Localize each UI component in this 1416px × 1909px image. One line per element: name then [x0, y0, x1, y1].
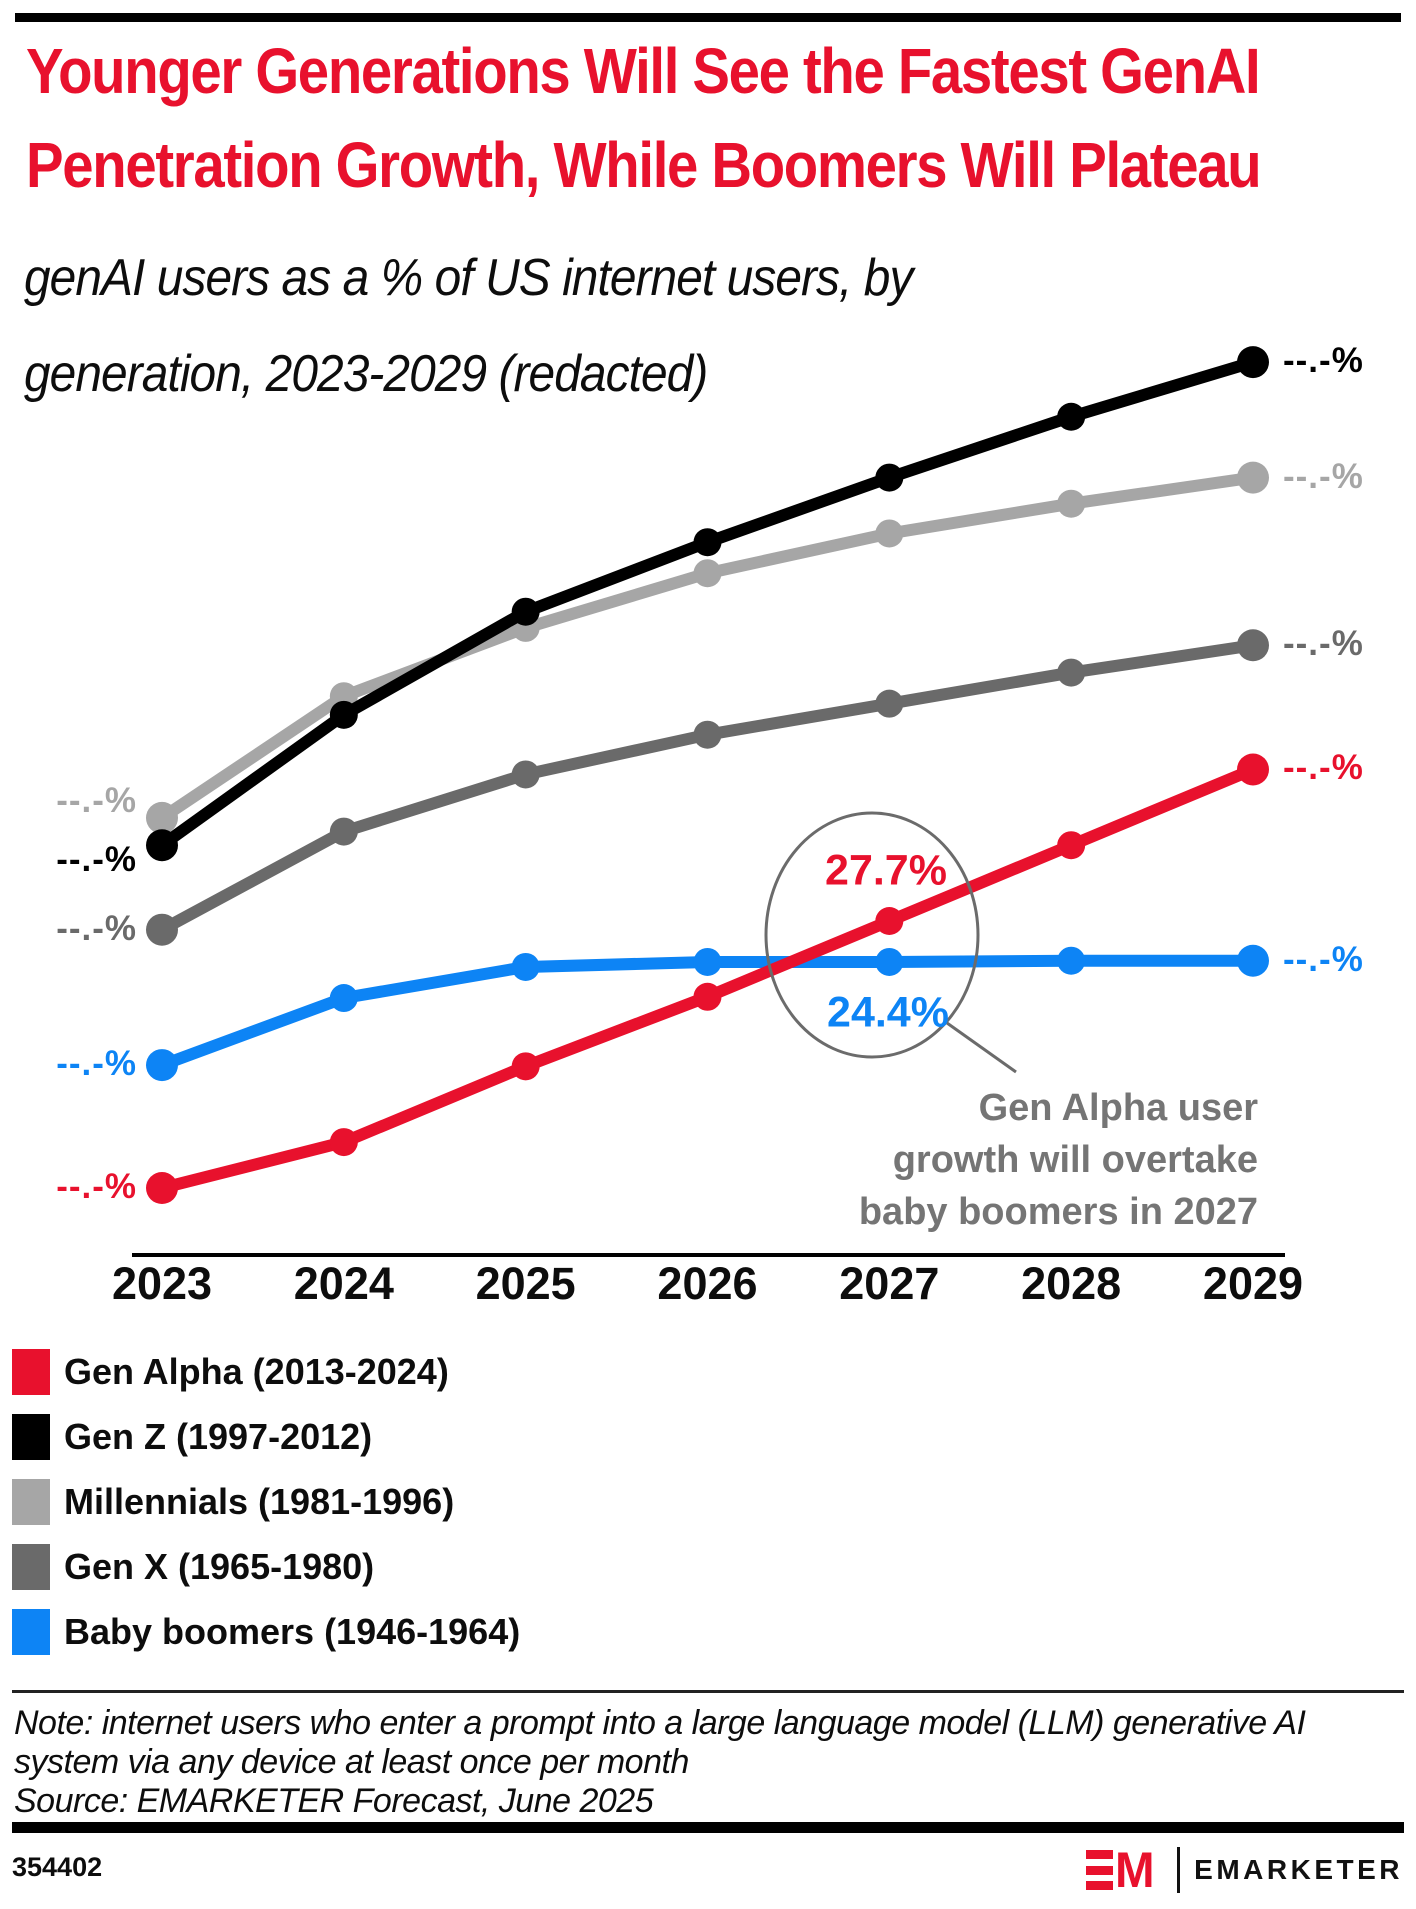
footer-rule: [12, 1822, 1404, 1833]
left-value-label: --.-%: [56, 840, 137, 880]
data-point: [693, 720, 722, 749]
left-value-label: --.-%: [56, 1044, 137, 1084]
series-line-3: [156, 639, 1259, 936]
legend-swatch: [12, 1608, 50, 1655]
legend-label: Gen X (1965-1980): [64, 1545, 375, 1587]
logo-divider: [1177, 1847, 1181, 1893]
note-line2: system via any device at least once per …: [14, 1743, 689, 1781]
gen-alpha-2027-value-label: 27.7%: [825, 846, 947, 895]
data-point: [875, 907, 904, 935]
right-value-label: --.-%: [1283, 456, 1364, 496]
data-point: [146, 829, 178, 862]
right-value-label: --.-%: [1283, 939, 1364, 979]
data-point: [329, 1128, 358, 1157]
top-rule: [15, 13, 1401, 22]
chart-title-line1: Younger Generations Will See the Fastest…: [26, 35, 1261, 107]
chart-title-line2: Penetration Growth, While Boomers Will P…: [26, 129, 1262, 201]
note-divider-rule: [12, 1690, 1404, 1693]
data-point: [1057, 489, 1086, 518]
data-point: [875, 519, 904, 548]
source-line: Source: EMARKETER Forecast, June 2025: [14, 1782, 654, 1820]
data-point: [693, 982, 722, 1011]
annotation-line1: Gen Alpha user: [978, 1087, 1258, 1129]
chart-subtitle-line2: generation, 2023-2029 (redacted): [24, 345, 708, 403]
annotation-text: Gen Alpha user growth will overtake baby…: [638, 1082, 1258, 1238]
series-line-4: [156, 954, 1259, 1072]
data-point: [1057, 831, 1086, 860]
data-point: [1236, 753, 1269, 786]
year-tick-label: 2029: [1202, 1258, 1304, 1309]
data-point: [693, 947, 722, 976]
data-point: [875, 463, 904, 492]
data-point: [511, 1052, 540, 1081]
brand-wordmark: EMARKETER: [1194, 1854, 1403, 1885]
data-point: [146, 913, 178, 946]
note-line1: Note: internet users who enter a prompt …: [14, 1704, 1306, 1742]
highlight-circle: [764, 811, 980, 1059]
legend-swatch: [12, 1478, 50, 1525]
em-logo-icon: M: [1085, 1842, 1155, 1898]
data-point: [1057, 946, 1086, 975]
data-point: [875, 689, 904, 718]
legend-row: Gen X (1965-1980): [12, 1534, 520, 1599]
data-point: [1057, 402, 1086, 431]
legend-row: Millennials (1981-1996): [12, 1469, 520, 1534]
data-point: [1057, 658, 1086, 687]
baby-boomers-2027-value-label: 24.4%: [827, 988, 949, 1037]
data-point: [329, 700, 358, 729]
em-logo-m: M: [1114, 1842, 1155, 1898]
data-point: [1236, 944, 1269, 977]
data-point: [146, 801, 178, 834]
data-point: [1236, 629, 1269, 662]
data-point: [511, 760, 540, 789]
year-tick-label: 2026: [657, 1258, 758, 1309]
data-point: [511, 597, 540, 626]
series-line-1: [156, 356, 1259, 852]
data-point: [693, 528, 722, 557]
data-point: [329, 984, 358, 1013]
legend-label: Baby boomers (1946-1964): [64, 1610, 521, 1652]
legend-label: Millennials (1981-1996): [64, 1480, 455, 1522]
chart-id: 354402: [12, 1852, 103, 1882]
legend: Gen Alpha (2013-2024) Gen Z (1997-2012) Mi…: [12, 1339, 520, 1664]
data-point: [146, 1172, 178, 1205]
data-point: [511, 952, 540, 981]
legend-row: Gen Alpha (2013-2024): [12, 1339, 520, 1404]
year-tick-label: 2027: [839, 1258, 940, 1309]
left-value-label: --.-%: [56, 908, 137, 948]
annotation-leader-line: [946, 1021, 1017, 1074]
right-value-label: --.-%: [1283, 341, 1364, 381]
right-value-label: --.-%: [1283, 748, 1364, 788]
left-value-label: --.-%: [56, 781, 137, 821]
data-point: [1236, 461, 1269, 494]
legend-label: Gen Alpha (2013-2024): [64, 1350, 449, 1392]
emarketer-logo: M EMARKETER: [1085, 1842, 1404, 1898]
legend-swatch: [12, 1348, 50, 1395]
legend-row: Gen Z (1997-2012): [12, 1404, 520, 1469]
data-point: [693, 559, 722, 588]
data-point: [146, 1049, 178, 1082]
data-point: [1236, 346, 1269, 379]
year-tick-label: 2025: [475, 1258, 576, 1309]
right-value-label: --.-%: [1283, 624, 1364, 664]
data-point: [329, 817, 358, 846]
annotation-line3: baby boomers in 2027: [858, 1191, 1258, 1233]
year-tick-label: 2024: [293, 1258, 394, 1309]
legend-swatch: [12, 1413, 50, 1460]
legend-row: Baby boomers (1946-1964): [12, 1599, 520, 1664]
data-point: [875, 947, 904, 976]
legend-swatch: [12, 1543, 50, 1590]
em-logo-e-bars: [1085, 1850, 1113, 1890]
chart-subtitle-line1: genAI users as a % of US internet users,…: [24, 249, 913, 307]
annotation-line2: growth will overtake: [892, 1139, 1258, 1181]
year-tick-label: 2028: [1021, 1258, 1122, 1309]
year-tick-label: 2023: [111, 1258, 213, 1309]
legend-label: Gen Z (1997-2012): [64, 1415, 373, 1457]
left-value-label: --.-%: [56, 1167, 137, 1207]
